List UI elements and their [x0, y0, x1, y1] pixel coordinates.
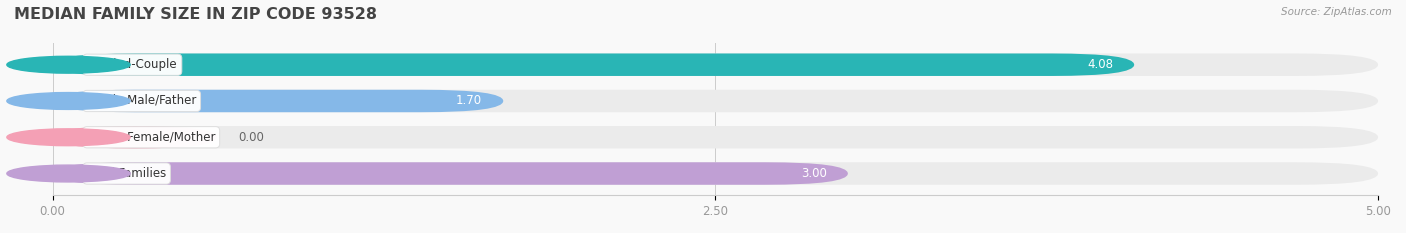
- Circle shape: [7, 165, 131, 182]
- Text: 4.08: 4.08: [1087, 58, 1114, 71]
- Text: Single Male/Father: Single Male/Father: [87, 95, 197, 107]
- FancyBboxPatch shape: [52, 126, 1378, 148]
- Text: Single Female/Mother: Single Female/Mother: [87, 131, 215, 144]
- Text: MEDIAN FAMILY SIZE IN ZIP CODE 93528: MEDIAN FAMILY SIZE IN ZIP CODE 93528: [14, 7, 377, 22]
- FancyBboxPatch shape: [52, 90, 1378, 112]
- Text: Married-Couple: Married-Couple: [87, 58, 177, 71]
- Circle shape: [7, 93, 131, 110]
- FancyBboxPatch shape: [52, 162, 1378, 185]
- Text: Total Families: Total Families: [87, 167, 166, 180]
- Text: 1.70: 1.70: [456, 95, 482, 107]
- FancyBboxPatch shape: [52, 126, 217, 148]
- FancyBboxPatch shape: [52, 90, 503, 112]
- Text: 3.00: 3.00: [801, 167, 827, 180]
- FancyBboxPatch shape: [52, 54, 1378, 76]
- FancyBboxPatch shape: [52, 162, 848, 185]
- Text: 0.00: 0.00: [238, 131, 264, 144]
- Text: Source: ZipAtlas.com: Source: ZipAtlas.com: [1281, 7, 1392, 17]
- FancyBboxPatch shape: [52, 54, 1135, 76]
- Circle shape: [7, 56, 131, 73]
- Circle shape: [7, 129, 131, 146]
